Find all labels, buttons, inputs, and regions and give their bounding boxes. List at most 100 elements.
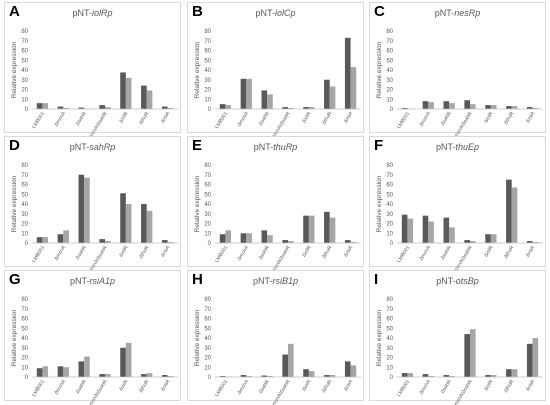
y-tick-label: 0 <box>390 241 394 247</box>
chart-title-gene: iolCp <box>275 8 296 18</box>
x-tick-label: ΔthuR <box>321 245 334 260</box>
bar-LMB001-series2 <box>42 103 49 109</box>
chart-title: pNT-sahRp <box>5 142 180 152</box>
x-tick-label: ΔmcnA <box>236 244 250 261</box>
x-tick-label: ΔsahR <box>440 379 453 395</box>
bar-ΔthuR-series2 <box>329 217 336 243</box>
x-tick-label: ΔrsiA <box>343 244 355 258</box>
y-axis-label: Relative expression <box>11 41 18 98</box>
y-tick-label: 10 <box>386 365 393 371</box>
bar-ΔrsiA-series2 <box>350 67 357 109</box>
y-tick-label: 10 <box>21 97 28 103</box>
y-tick-label: 0 <box>25 107 29 113</box>
bar-ΔrsiA-series2 <box>167 242 174 243</box>
x-tick-label: ΔmcnA/ΔsahR <box>86 379 109 405</box>
x-tick-label: ΔsahR <box>75 111 88 127</box>
bar-ΔmcnA-series2 <box>428 221 434 243</box>
y-tick-label: 20 <box>204 222 211 228</box>
x-tick-label: ΔrsiA <box>160 110 172 124</box>
bar-LMB001-series2 <box>225 105 232 109</box>
y-tick-label: 60 <box>21 183 28 189</box>
chart-title-prefix: pNT- <box>72 8 92 18</box>
y-tick-label: 60 <box>386 317 393 323</box>
y-tick-label: 80 <box>386 297 393 303</box>
bar-ΔmcnA-series2 <box>246 376 252 377</box>
panel-letter: H <box>192 271 203 288</box>
y-tick-label: 20 <box>386 222 393 228</box>
y-tick-label: 30 <box>386 212 393 218</box>
y-tick-label: 50 <box>386 58 393 64</box>
bar-ΔthuR-series1 <box>506 106 512 109</box>
bar-ΔmcnA-series1 <box>422 374 429 377</box>
chart-title: pNT-otsBp <box>370 276 545 286</box>
y-tick-label: 40 <box>386 202 393 208</box>
bar-ΔiolR-series1 <box>485 234 491 243</box>
y-tick-label: 70 <box>386 39 393 45</box>
y-tick-label: 50 <box>204 192 211 198</box>
bar-ΔrsiA-series2 <box>532 242 539 243</box>
chart-title-gene: thuRp <box>273 142 298 152</box>
x-tick-label: ΔthuR <box>321 379 334 394</box>
y-tick-label: 10 <box>21 365 28 371</box>
y-tick-label: 70 <box>386 173 393 179</box>
x-tick-label: ΔmcnA <box>418 378 432 395</box>
chart-title: pNT-rsiB1p <box>188 276 363 286</box>
y-tick-label: 70 <box>21 39 28 45</box>
panel-letter: D <box>9 137 20 154</box>
bar-ΔmcnA-series1 <box>240 233 247 243</box>
bar-ΔmcnA-series2 <box>63 108 69 109</box>
bar-ΔrsiA-series2 <box>532 108 539 109</box>
x-tick-label: ΔsahR <box>258 111 271 127</box>
bar-ΔrsiA-series1 <box>344 37 351 109</box>
bar-ΔrsiA-series1 <box>526 241 533 243</box>
bar-ΔmcnA/ΔsahR-series2 <box>288 108 294 109</box>
bar-ΔmcnA/ΔsahR-series2 <box>105 107 111 109</box>
y-tick-label: 80 <box>21 297 28 303</box>
bar-ΔmcnA/ΔsahR-series1 <box>282 107 288 109</box>
bar-ΔmcnA/ΔsahR-series1 <box>464 240 470 243</box>
y-tick-label: 20 <box>21 88 28 94</box>
bar-ΔrsiA-series1 <box>526 107 533 109</box>
chart-title-gene: rsiB1p <box>272 276 299 286</box>
x-tick-label: ΔiolR <box>301 245 313 259</box>
y-tick-label: 0 <box>208 241 212 247</box>
y-tick-label: 60 <box>204 183 211 189</box>
panel-letter: C <box>374 3 385 20</box>
y-tick-label: 50 <box>204 58 211 64</box>
x-tick-label: ΔsahR <box>75 245 88 261</box>
bar-ΔthuR-series2 <box>511 369 518 377</box>
y-tick-label: 20 <box>386 356 393 362</box>
chart-title-prefix: pNT- <box>435 142 456 152</box>
bar-ΔiolR-series1 <box>303 215 309 243</box>
chart-title-gene: iolRp <box>92 8 113 18</box>
x-tick-label: LMB001 <box>31 111 46 130</box>
x-tick-label: LMB001 <box>396 111 411 130</box>
bar-ΔrsiA-series1 <box>161 106 168 109</box>
chart-title-prefix: pNT- <box>253 142 274 152</box>
x-tick-label: ΔthuR <box>503 245 516 260</box>
bar-ΔrsiA-series1 <box>161 240 168 243</box>
bar-ΔmcnA/ΔsahR-series2 <box>470 329 476 377</box>
bar-LMB001-series1 <box>219 234 226 243</box>
bar-LMB001-series1 <box>36 237 43 243</box>
bar-ΔiolR-series2 <box>308 107 315 109</box>
y-tick-label: 0 <box>25 375 29 381</box>
bar-ΔmcnA/ΔsahR-series2 <box>470 104 476 110</box>
bar-ΔiolR-series1 <box>485 375 491 377</box>
x-tick-label: ΔsahR <box>258 379 271 395</box>
bar-ΔthuR-series2 <box>511 106 518 109</box>
y-tick-label: 10 <box>204 231 211 237</box>
y-tick-label: 40 <box>204 336 211 342</box>
y-tick-label: 70 <box>204 39 211 45</box>
chart-title-gene: thuEp <box>455 142 480 152</box>
chart-title-gene: nesRp <box>454 8 481 18</box>
bar-ΔmcnA/ΔsahR-series2 <box>288 241 294 243</box>
bar-ΔsahR-series1 <box>443 375 450 377</box>
